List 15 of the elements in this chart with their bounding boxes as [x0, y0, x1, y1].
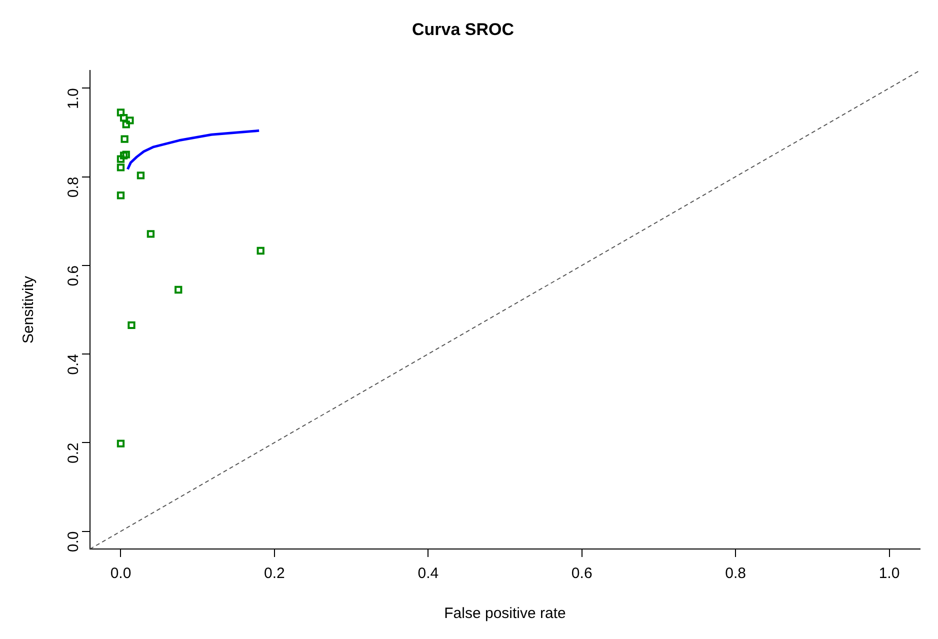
x-tick-label: 0.2 — [264, 565, 285, 582]
chart-title: Curva SROC — [412, 20, 514, 39]
x-tick-label: 0.6 — [571, 565, 592, 582]
y-tick-label: 0.6 — [65, 265, 82, 286]
y-tick-label: 0.0 — [65, 531, 82, 552]
x-axis-title: False positive rate — [444, 605, 566, 622]
x-tick-label: 0.8 — [725, 565, 746, 582]
y-tick-label: 0.4 — [65, 354, 82, 375]
x-tick-label: 0.0 — [110, 565, 132, 582]
x-tick-label: 0.4 — [418, 565, 439, 582]
x-tick-label: 1.0 — [878, 565, 900, 582]
y-tick-label: 0.2 — [65, 442, 82, 464]
y-axis-title: Sensitivity — [20, 275, 38, 344]
y-tick-label: 0.8 — [65, 176, 82, 198]
y-tick-label: 1.0 — [65, 88, 82, 109]
